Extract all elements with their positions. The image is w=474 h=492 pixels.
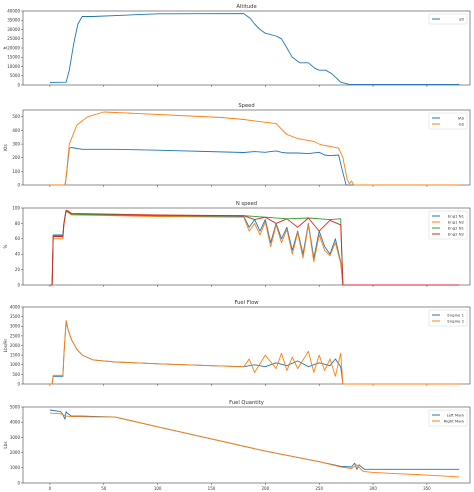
y-tick-label: 25000: [7, 36, 20, 41]
series-line-ias: [49, 147, 460, 186]
legend-box: [428, 13, 468, 25]
y-tick-label: 60: [15, 236, 21, 241]
legend-label: Left Main: [447, 413, 465, 418]
y-tick-label: 3000: [10, 435, 21, 440]
y-tick-label: 10000: [7, 64, 20, 69]
y-tick-label: 30000: [7, 27, 20, 32]
plot-area: [22, 10, 471, 86]
y-tick-label: 40000: [7, 8, 20, 13]
y-axis-label: Kts: [3, 144, 8, 151]
y-tick-label: 1000: [10, 362, 21, 367]
y-tick-label: 4000: [10, 304, 21, 309]
series-line-alt: [49, 13, 460, 85]
y-tick-label: 1000: [10, 465, 21, 470]
y-tick-label: 500: [12, 114, 20, 119]
chart-title: Fuel Quantity: [229, 400, 264, 406]
x-tick-label: 250: [315, 486, 323, 491]
legend-label: Engine 1: [447, 313, 464, 318]
chart-panel-1: Altitude ft 0 5000 10000 15000 20000 25000 30000…: [3, 4, 471, 87]
y-tick-label: 1500: [10, 353, 21, 358]
legend-box: [428, 210, 468, 240]
y-tick-label: 20000: [7, 45, 20, 50]
y-tick-label: 5000: [10, 73, 21, 78]
y-tick-label: 2000: [10, 343, 21, 348]
x-tick-label: 150: [208, 486, 216, 491]
legend-label: Eng1 N2: [448, 220, 465, 225]
plot-area: [22, 109, 471, 186]
legend-label: Engine 2: [447, 319, 464, 324]
legend-label: alt: [459, 17, 464, 22]
series-line-gs: [49, 111, 460, 186]
y-tick-label: 100: [12, 169, 20, 174]
legend-label: Right Main: [444, 419, 465, 424]
y-axis-label: Lbs/Hr: [3, 339, 8, 353]
legend-label: IAS: [458, 116, 465, 121]
y-tick-label: 3500: [10, 314, 21, 319]
series-line-right-main: [49, 412, 460, 478]
plot-area: [22, 207, 471, 286]
chart-title: Fuel Flow: [234, 300, 259, 306]
chart-title: Altitude: [236, 4, 256, 10]
x-tick-label: 100: [154, 486, 162, 491]
y-tick-label: 20: [15, 267, 21, 272]
y-tick-label: 0: [17, 82, 20, 87]
y-tick-label: 40: [15, 252, 21, 257]
x-tick-label: 300: [369, 486, 377, 491]
plot-area: [22, 406, 471, 484]
y-tick-label: 0: [17, 182, 20, 187]
y-tick-label: 35000: [7, 18, 20, 23]
legend-label: Eng2 N1: [448, 226, 465, 231]
x-tick-label: 0: [49, 486, 52, 491]
y-tick-label: 200: [12, 155, 20, 160]
y-tick-label: 4000: [10, 420, 21, 425]
series-line-eng2-n2: [49, 209, 460, 286]
y-axis-label: Lbs: [3, 441, 8, 448]
series-line-eng1-n2: [49, 210, 460, 286]
y-tick-label: 400: [12, 128, 20, 133]
legend: alt: [428, 13, 468, 25]
chart-panel-4: Fuel Flow Lbs/Hr 0 500 1000 1500 2000 2500 3000 3…: [3, 300, 471, 386]
x-tick-label: 350: [423, 486, 431, 491]
plot-area: [22, 306, 471, 385]
legend-label: Eng2 N2: [448, 232, 465, 237]
x-tick-label: 200: [262, 486, 270, 491]
legend-label: Eng1 N1: [448, 214, 465, 219]
y-tick-label: 100: [12, 205, 20, 210]
y-axis-label: %: [3, 244, 8, 248]
y-tick-label: 80: [15, 221, 21, 226]
y-tick-label: 15000: [7, 55, 20, 60]
legend-box: [428, 309, 468, 327]
legend-label: GS: [459, 122, 465, 127]
y-tick-label: 2000: [10, 450, 21, 455]
y-tick-label: 5000: [10, 404, 21, 409]
legend-box: [428, 409, 468, 427]
chart-title: Speed: [238, 103, 254, 109]
y-tick-label: 0: [17, 381, 20, 386]
chart-panel-5: Fuel Quantity Lbs 0 1000 2000 3000 4000 5000 0 50…: [3, 400, 471, 491]
y-tick-label: 300: [12, 141, 20, 146]
y-tick-label: 0: [17, 282, 20, 287]
y-tick-label: 3000: [10, 324, 21, 329]
legend-box: [428, 112, 468, 130]
y-tick-label: 0: [17, 480, 20, 485]
y-tick-label: 2500: [10, 333, 21, 338]
y-axis-label: ft: [3, 46, 8, 49]
y-tick-label: 500: [12, 372, 20, 377]
series-line-engine-2: [49, 320, 460, 385]
x-tick-label: 50: [101, 486, 107, 491]
chart-title: N speed: [236, 201, 257, 207]
